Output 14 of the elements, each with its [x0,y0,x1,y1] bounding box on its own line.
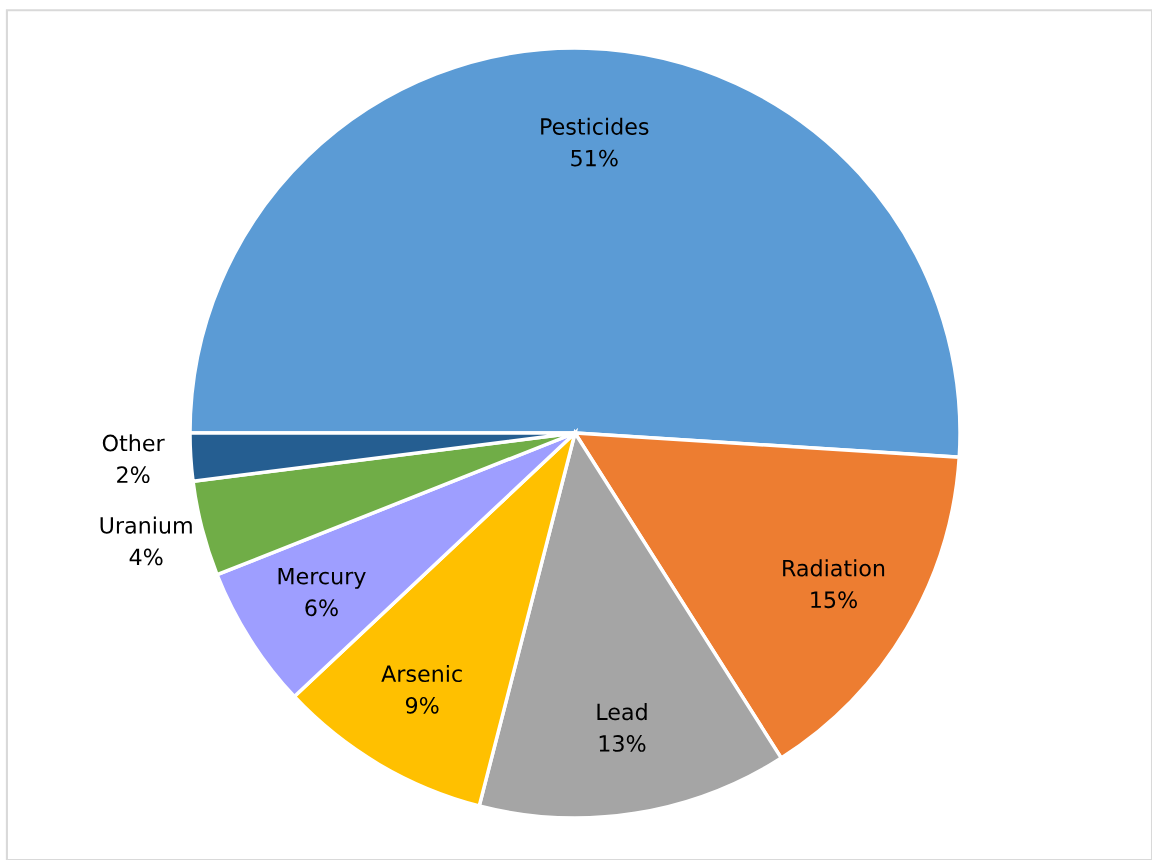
data-label: 6% [305,599,338,617]
data-label: 2% [117,466,150,484]
slice-label: Arsenic [381,664,462,683]
data-label: 13% [599,735,646,752]
data-label: 4% [129,548,163,566]
data-label: 15% [811,591,857,609]
slice-label: Mercury [278,568,366,589]
slice-label: Lead [597,703,647,721]
slice-label: Uranium [100,516,192,534]
data-label: 9% [405,696,439,714]
slice-label: Pesticides [541,117,649,135]
slice-label: Radiation [783,559,885,577]
slice-label: Other [102,434,165,452]
data-label: 51% [571,149,618,167]
